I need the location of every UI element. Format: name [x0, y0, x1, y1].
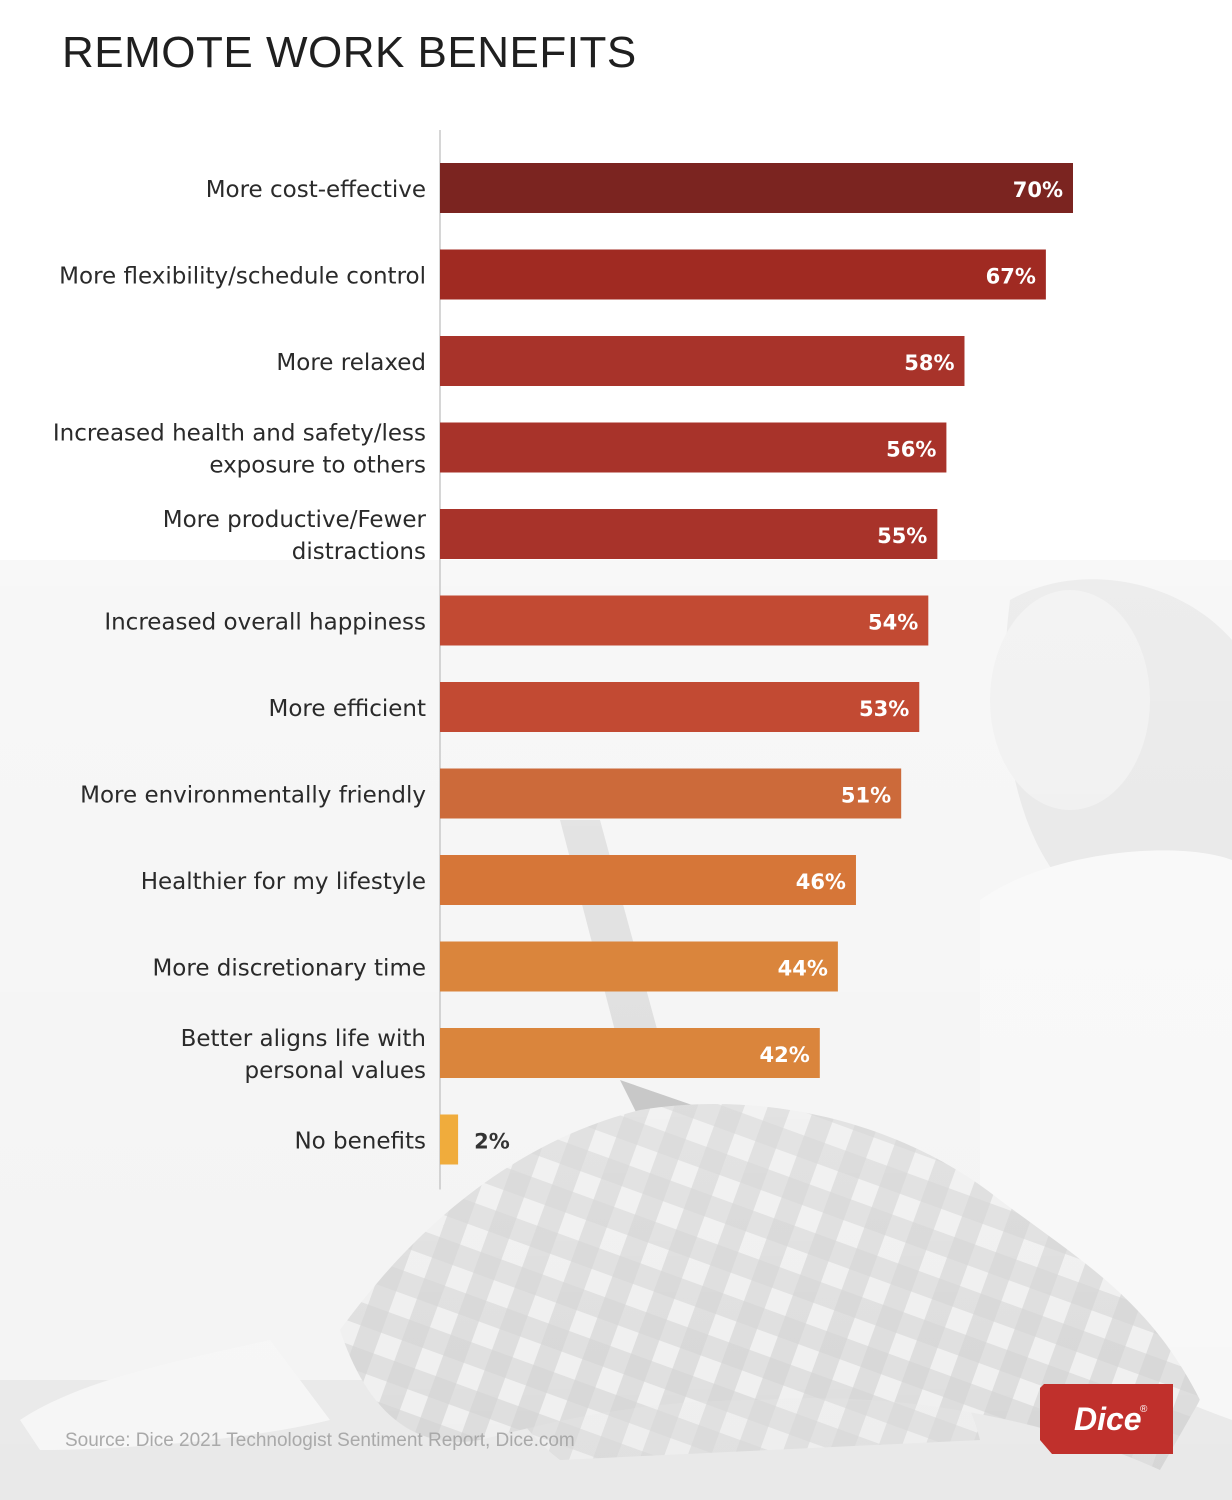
category-label-line: More flexibility/schedule control [59, 264, 426, 290]
bar-value-label: 55% [877, 524, 927, 548]
logo-text: Dice [1074, 1401, 1142, 1437]
bar [440, 336, 965, 386]
bar [440, 855, 856, 905]
category-label: More productive/Fewer distractions [163, 507, 427, 565]
category-label-line: More relaxed [276, 350, 426, 376]
bar [440, 249, 1046, 300]
category-label-line: Healthier for my lifestyle [141, 869, 426, 895]
category-label-line: No benefits [294, 1129, 426, 1155]
bar-value-label: 70% [1013, 178, 1063, 202]
category-label: Healthier for my lifestyle [141, 869, 426, 895]
source-note: Source: Dice 2021 Technologist Sentiment… [65, 1430, 575, 1451]
category-label-line: personal values [245, 1058, 426, 1084]
bar-value-label: 42% [760, 1043, 810, 1067]
category-label: More environmentally friendly [80, 783, 426, 809]
category-label: Increased overall happiness [104, 610, 426, 636]
bar [440, 163, 1073, 213]
category-label-line: Increased health and safety/less [53, 421, 426, 447]
category-label-line: More cost-effective [206, 177, 426, 203]
bar [440, 1028, 820, 1078]
bar [440, 422, 947, 473]
bar [440, 941, 838, 992]
logo-registered-mark: ® [1140, 1404, 1148, 1415]
category-label: More cost-effective [206, 177, 426, 203]
category-label: More flexibility/schedule control [59, 264, 426, 290]
bar-value-label: 53% [859, 697, 909, 721]
bar-value-label: 58% [904, 351, 954, 375]
category-label-line: More discretionary time [152, 956, 426, 982]
category-label-line: distractions [292, 539, 426, 565]
bar-value-label: 54% [868, 611, 918, 635]
category-label-line: Better aligns life with [181, 1026, 426, 1052]
bar-value-label: 46% [796, 870, 846, 894]
category-label-line: More environmentally friendly [80, 783, 426, 809]
category-label: No benefits [294, 1129, 426, 1155]
category-label-line: More efficient [269, 696, 427, 722]
category-label: More discretionary time [152, 956, 426, 982]
bar-value-label: 51% [841, 784, 891, 808]
category-label: Increased health and safety/less exposure… [53, 421, 426, 479]
chart-title: REMOTE WORK BENEFITS [62, 28, 637, 77]
bar-value-label: 44% [778, 957, 828, 981]
bar [440, 1114, 459, 1165]
bar [440, 595, 929, 646]
category-label: Better aligns life with personal values [181, 1026, 426, 1084]
category-label-line: exposure to others [209, 453, 426, 479]
bar-value-label: 67% [986, 265, 1036, 289]
category-label-line: More productive/Fewer [163, 507, 427, 533]
logo-badge [1040, 1384, 1173, 1454]
bar-value-label: 2% [474, 1130, 510, 1154]
dice-logo: Dice ® [1040, 1384, 1173, 1454]
category-label: More relaxed [276, 350, 426, 376]
bar [440, 682, 920, 732]
bar-value-label: 56% [886, 438, 936, 462]
bar [440, 768, 902, 819]
category-label: More efficient [269, 696, 427, 722]
bar [440, 509, 938, 559]
category-label-line: Increased overall happiness [104, 610, 426, 636]
